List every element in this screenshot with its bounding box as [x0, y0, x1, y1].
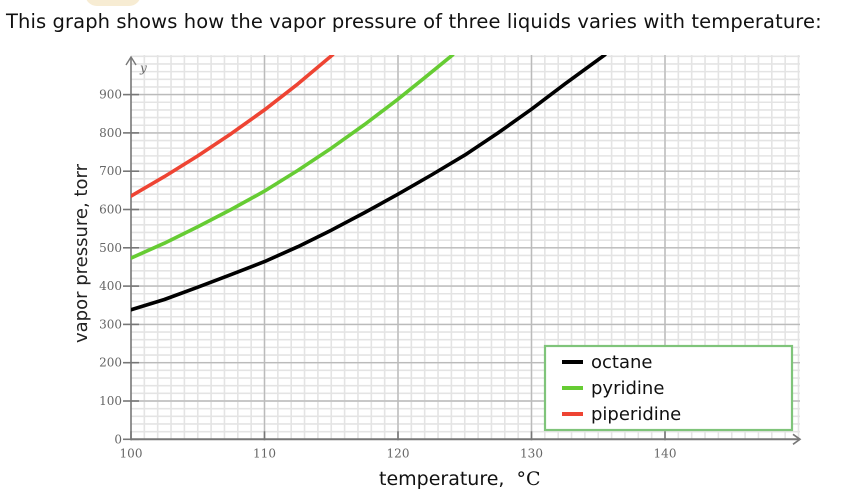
- x-tick-label: 130: [520, 446, 543, 460]
- y-tick-label: 0: [114, 432, 122, 446]
- tab-indicator: [85, 0, 141, 6]
- x-tick-label: 140: [654, 446, 677, 460]
- series-line-octane: [131, 55, 607, 312]
- y-axis-title: vapor pressure, torr: [71, 163, 92, 343]
- data-series: [131, 55, 607, 312]
- major-gridlines: [131, 55, 800, 440]
- x-tick-label: 120: [387, 446, 410, 460]
- legend-label-piperidine: piperidine: [591, 404, 681, 425]
- legend: octane pyridine piperidine: [543, 344, 794, 432]
- legend-label-octane: octane: [591, 352, 652, 373]
- series-line-piperidine: [131, 55, 335, 198]
- y-tick-label: 600: [99, 203, 122, 217]
- y-tick-label: 800: [99, 126, 122, 140]
- x-tick-label: 100: [120, 446, 143, 460]
- question-prompt: This graph shows how the vapor pressure …: [6, 10, 822, 33]
- x-axis-unit: °C: [517, 468, 541, 490]
- legend-label-pyridine: pyridine: [591, 378, 664, 399]
- y-tick-label: 900: [99, 88, 122, 102]
- y-tick-label: 300: [99, 317, 122, 331]
- y-tick-label: 500: [99, 241, 122, 255]
- y-tick-label: 100: [99, 394, 122, 408]
- axis-titles: temperature, °C vapor pressure, torr: [71, 163, 541, 490]
- y-tick-label: 700: [99, 164, 122, 178]
- x-tick-label: 110: [253, 446, 276, 460]
- y-tick-label: 200: [99, 356, 122, 370]
- y-tick-label: 400: [99, 279, 122, 293]
- x-axis-title: temperature, °C: [379, 468, 541, 490]
- series-line-pyridine: [131, 55, 455, 260]
- y-axis-letter: y: [139, 61, 147, 75]
